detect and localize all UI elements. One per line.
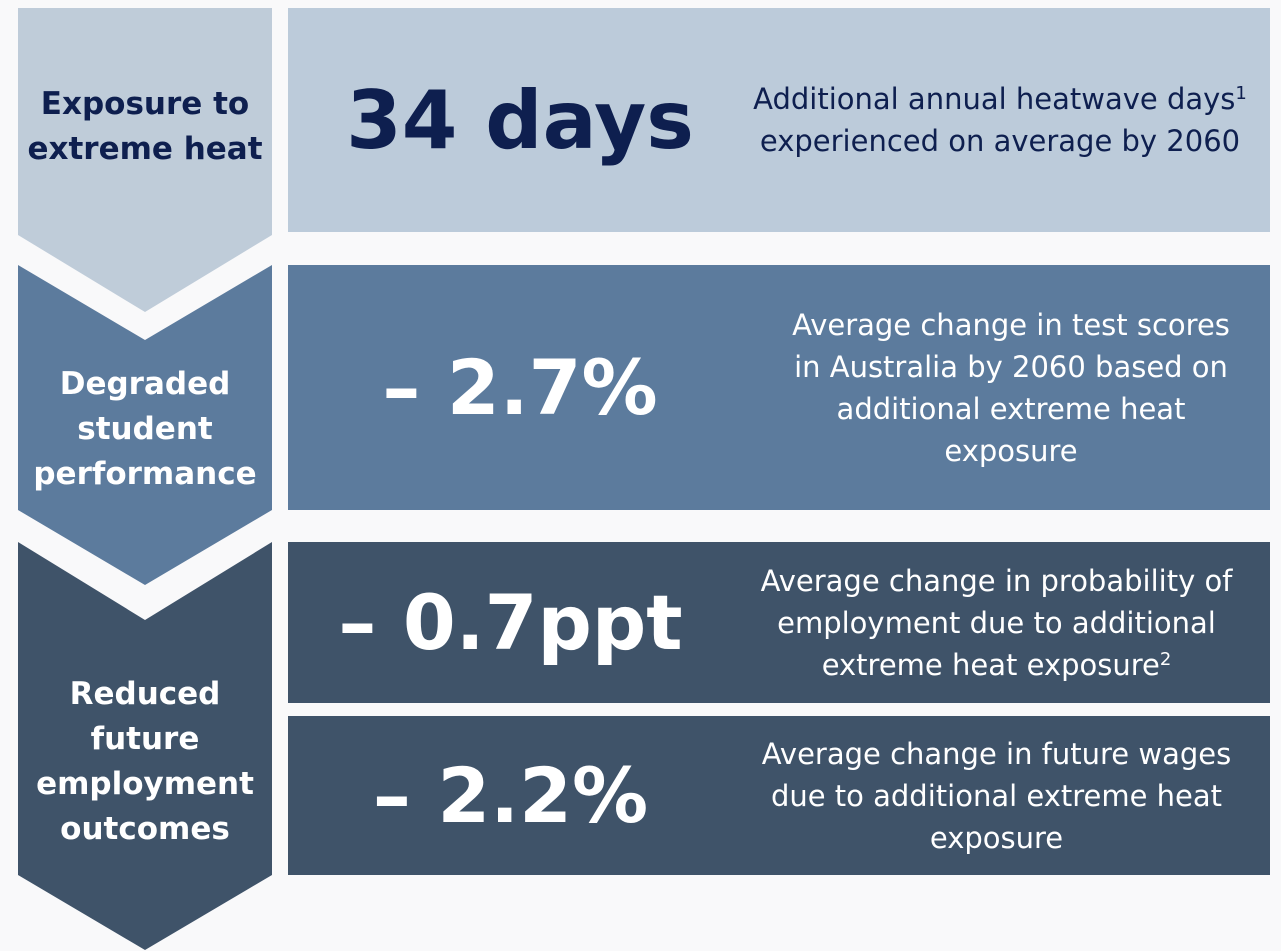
chevron: [18, 542, 272, 950]
stage-label: Reduced future employment outcomes: [36, 676, 254, 847]
stage-label: Exposure to extreme heat: [27, 86, 263, 167]
description-text: Additional annual heatwave days: [753, 82, 1236, 116]
stat-panel: – 0.7ppt Average change in probability o…: [288, 542, 1270, 703]
description-text: experienced on average by 2060: [759, 124, 1241, 158]
footnote: 2: [1159, 648, 1172, 670]
footnote: 1: [1235, 83, 1247, 104]
stage-label: Degraded student performance: [33, 366, 257, 492]
stat-panel: 34 days Additional annual heatwave days1…: [288, 8, 1270, 232]
description: Additional annual heatwave days1 experie…: [752, 78, 1270, 162]
chevron: [18, 265, 272, 585]
description: Average change in test scores in Austral…: [752, 304, 1270, 472]
stat: 34 days: [346, 73, 694, 167]
description: Average change in future wages due to ad…: [733, 733, 1270, 859]
stat: – 0.7ppt: [338, 578, 683, 667]
stat: – 2.7%: [382, 343, 658, 432]
description-text: Average change in test scores in Austral…: [792, 307, 1230, 468]
description-text: Average change in probability of employm…: [760, 563, 1233, 682]
stat: – 2.2%: [372, 751, 649, 840]
description: Average change in probability of employm…: [733, 560, 1270, 686]
stat-panel: – 2.7% Average change in test scores in …: [288, 265, 1270, 510]
chevron: [18, 8, 272, 312]
stat-panel: – 2.2% Average change in future wages du…: [288, 716, 1270, 875]
description-text: Average change in future wages due to ad…: [761, 736, 1232, 855]
